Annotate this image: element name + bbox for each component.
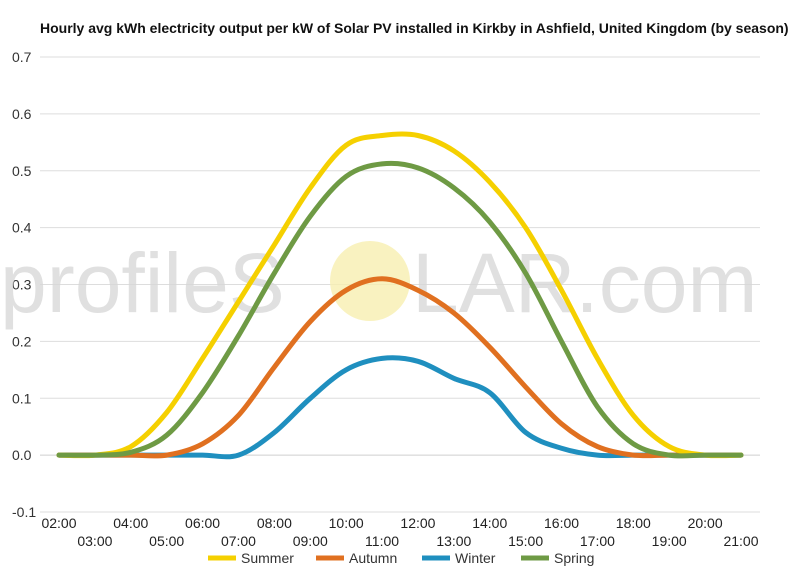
x-tick-label: 09:00 [293, 533, 328, 549]
y-tick-label: 0.5 [12, 163, 32, 179]
x-tick-label: 02:00 [41, 515, 76, 531]
y-tick-label: -0.1 [12, 504, 36, 520]
series-layer [56, 131, 744, 460]
y-tick-label: 0.1 [12, 390, 32, 406]
x-tick-label: 13:00 [436, 533, 471, 549]
legend-label-spring: Spring [554, 550, 594, 566]
x-tick-label: 04:00 [113, 515, 148, 531]
y-tick-label: 0.3 [12, 277, 32, 293]
watermark: profileS LAR.com [0, 236, 757, 330]
legend: Summer Autumn Winter Spring [208, 550, 594, 566]
x-tick-label: 12:00 [400, 515, 435, 531]
x-tick-label: 15:00 [508, 533, 543, 549]
series-line-spring [56, 160, 744, 459]
y-tick-label: 0.6 [12, 106, 32, 122]
x-tick-label: 17:00 [580, 533, 615, 549]
x-tick-label: 21:00 [723, 533, 758, 549]
y-tick-label: 0.2 [12, 333, 32, 349]
chart-title: Hourly avg kWh electricity output per kW… [40, 20, 789, 36]
x-tick-label: 07:00 [221, 533, 256, 549]
x-tick-labels: 02:0003:0004:0005:0006:0007:0008:0009:00… [41, 515, 758, 549]
x-tick-label: 11:00 [365, 533, 399, 549]
x-tick-label: 14:00 [472, 515, 507, 531]
watermark-text-left: profileS [0, 236, 285, 330]
y-tick-label: 0.4 [12, 220, 32, 236]
x-tick-label: 18:00 [616, 515, 651, 531]
x-tick-label: 16:00 [544, 515, 579, 531]
legend-label-summer: Summer [241, 550, 294, 566]
series-line-autumn [56, 276, 744, 459]
y-tick-label: 0.7 [12, 49, 32, 65]
series-line-summer [56, 131, 744, 459]
legend-label-winter: Winter [455, 550, 496, 566]
legend-label-autumn: Autumn [349, 550, 397, 566]
x-tick-label: 06:00 [185, 515, 220, 531]
x-tick-label: 03:00 [77, 533, 112, 549]
watermark-text-right: LAR.com [412, 236, 757, 330]
x-tick-label: 10:00 [329, 515, 364, 531]
x-tick-label: 05:00 [149, 533, 184, 549]
x-tick-label: 08:00 [257, 515, 292, 531]
y-tick-labels: 0.7 0.6 0.5 0.4 0.3 0.2 0.1 0.0 -0.1 [12, 49, 36, 520]
x-tick-label: 20:00 [688, 515, 723, 531]
x-tick-label: 19:00 [652, 533, 687, 549]
y-tick-label: 0.0 [12, 447, 32, 463]
